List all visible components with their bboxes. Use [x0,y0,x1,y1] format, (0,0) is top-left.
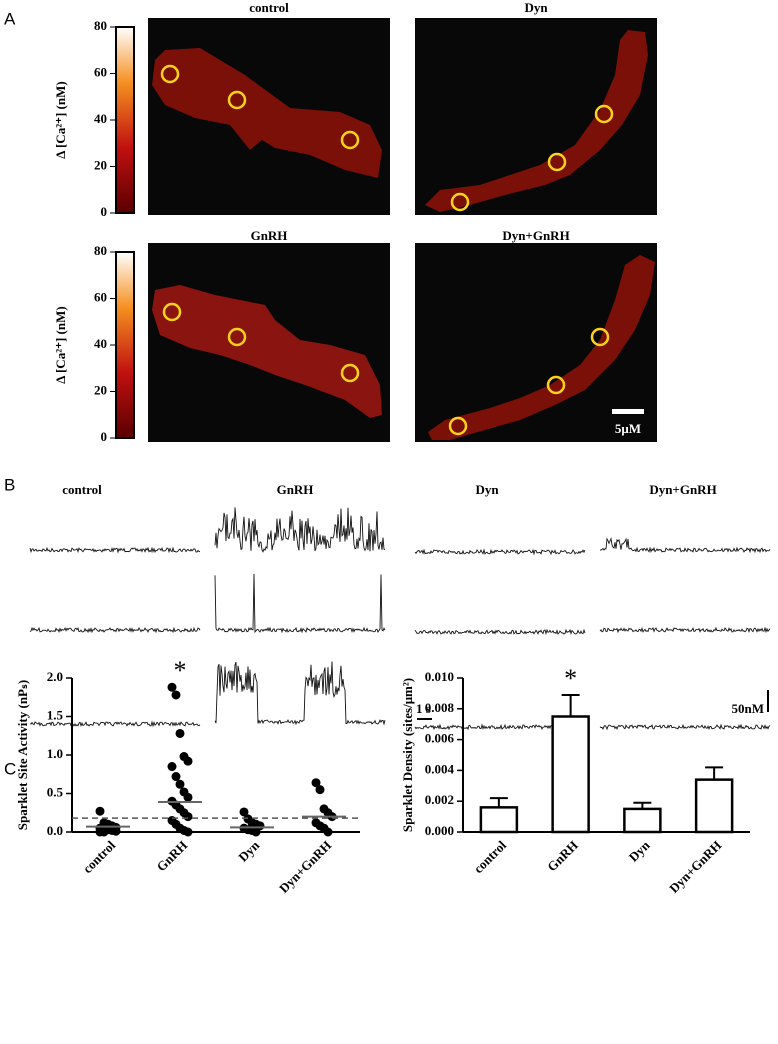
data-point [323,827,333,837]
trace-title: Dyn+GnRH [649,482,716,497]
data-point [183,827,193,837]
time-scale-label: 1 s [416,701,431,716]
trace [414,548,586,556]
trace [599,537,771,554]
x-tick-label: control [80,837,119,876]
colorbar-tick-label: 60 [94,289,107,304]
y-tick-label: 2.0 [47,669,63,684]
x-tick-label: Dyn [626,837,653,864]
data-point [171,772,181,782]
x-tick-label: control [471,837,510,876]
colorbar-tick-label: 0 [101,429,108,444]
data-point [183,812,193,822]
panel-label: A [4,9,16,28]
data-point [95,806,105,816]
y-tick-label: 0.004 [425,761,455,776]
colorbar [115,251,135,439]
colorbar-tick-label: 40 [94,336,107,351]
y-tick-label: 0.002 [425,792,454,807]
data-point [99,827,109,837]
y-tick-label: 0.010 [425,669,454,684]
colorbar-tick-label: 80 [94,243,107,258]
trace [214,573,386,634]
data-point [183,792,193,802]
bar [479,806,519,834]
data-point [311,778,321,788]
x-tick-label: Dyn+GnRH [276,838,334,896]
cell [152,48,382,178]
colorbar-tick-label: 0 [101,204,108,219]
panel-label: B [4,475,15,494]
colorbar-tick-label: 40 [94,111,107,126]
amplitude-scale-label: 50nM [732,701,765,716]
data-point [167,762,177,772]
x-tick-label: GnRH [544,838,581,875]
trace-title: Dyn [475,482,499,497]
image-title: control [249,0,289,15]
trace-title: GnRH [277,482,314,497]
data-point [239,807,249,817]
x-tick-label: Dyn [235,837,262,864]
panel-label: C [4,759,16,778]
image-title: Dyn+GnRH [502,228,569,243]
image-title: Dyn [524,0,548,15]
significance-mark: * [564,664,577,693]
scale-bar-label: 5μM [615,421,641,436]
data-point [251,827,261,837]
colorbar-tick-label: 20 [94,382,107,397]
trace [414,628,586,636]
image-panels: 5μM [148,18,657,442]
y-tick-label: 0.006 [425,731,455,746]
bar [623,807,662,834]
trace [599,626,771,634]
y-tick-label: 0.0 [47,823,63,838]
data-point [171,690,181,700]
colorbar-tick-label: 80 [94,18,107,33]
colorbar-label: Δ [Ca²⁺] (nM) [53,306,68,383]
scale-bar [612,409,644,414]
data-point [111,826,121,836]
roi-circles [160,64,614,436]
y-tick-label: 0.008 [425,700,455,715]
data-point [167,682,177,692]
colorbar-label: Δ [Ca²⁺] (nM) [53,81,68,158]
data-point [315,785,325,795]
y-axis-label: Sparklet Site Activity (nPₛ) [15,680,30,830]
x-tick-label: Dyn+GnRH [666,838,724,896]
colorbar-tick-label: 60 [94,64,107,79]
cell [152,285,382,418]
y-axis-label: Sparklet Density (sites/μm²) [400,678,415,832]
y-tick-label: 1.5 [47,707,64,722]
image-title: GnRH [251,228,288,243]
data-point [175,779,185,789]
trace [214,661,386,726]
data-point [183,756,193,766]
significance-mark: * [174,656,187,685]
y-tick-label: 0.5 [47,784,64,799]
trace [29,546,201,554]
trace-title: control [62,482,102,497]
trace [29,720,201,728]
trace [29,626,201,634]
colorbar-tick-label: 20 [94,157,107,172]
x-tick-label: GnRH [154,838,191,875]
colorbar [115,26,135,214]
data-point [175,728,185,738]
y-tick-label: 0.000 [425,823,454,838]
y-tick-label: 1.0 [47,746,63,761]
trace [214,507,386,553]
trace [599,723,771,731]
bar [551,715,590,834]
bar [694,778,734,834]
